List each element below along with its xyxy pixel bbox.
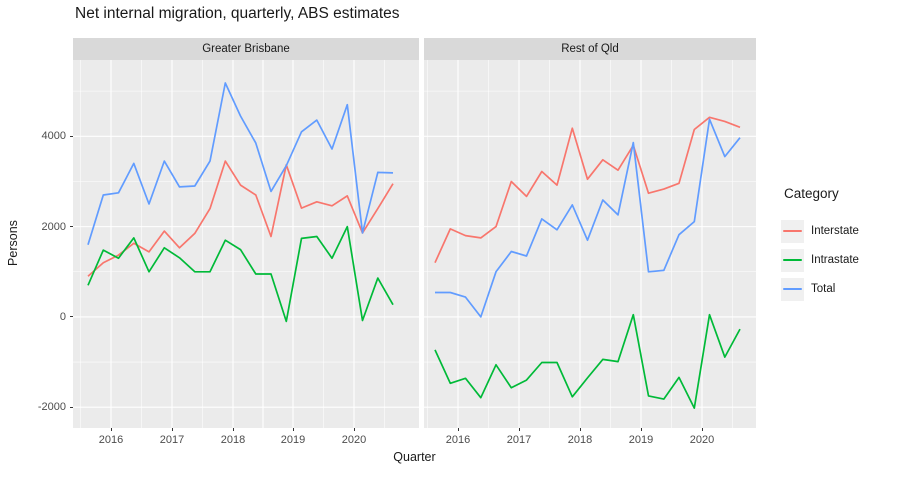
y-tick-label: 2000 xyxy=(41,220,66,233)
x-tick-mark xyxy=(353,428,355,431)
x-tick-label: 2019 xyxy=(280,434,306,446)
y-tick-mark xyxy=(70,226,73,228)
x-tick-label: 2016 xyxy=(445,434,471,446)
x-tick-label: 2019 xyxy=(628,434,654,446)
facet-strip-greater-brisbane: Greater Brisbane xyxy=(73,38,419,60)
series-line-intrastate xyxy=(87,225,394,323)
x-tick-mark xyxy=(292,428,294,431)
legend-line-swatch-total xyxy=(783,288,802,290)
legend-line-swatch-interstate xyxy=(783,230,802,232)
facet-strip-rest-of-qld: Rest of Qld xyxy=(424,38,756,60)
x-tick-label: 2018 xyxy=(567,434,593,446)
y-tick-label: 4000 xyxy=(41,130,66,143)
legend-label-interstate: Interstate xyxy=(811,224,859,237)
x-tick-label: 2017 xyxy=(159,434,185,446)
x-tick-mark xyxy=(232,428,234,431)
y-axis-title: Persons xyxy=(6,220,20,266)
chart-title: Net internal migration, quarterly, ABS e… xyxy=(75,5,400,22)
series-line-interstate xyxy=(87,160,394,277)
x-tick-mark xyxy=(110,428,112,431)
legend-key-interstate xyxy=(781,219,804,243)
x-tick-label: 2020 xyxy=(341,434,367,446)
y-tick-label: -2000 xyxy=(37,401,66,414)
x-tick-label: 2017 xyxy=(506,434,532,446)
series-line-interstate xyxy=(434,116,741,264)
plot-panel-rest-of-qld xyxy=(424,60,756,428)
x-tick-mark xyxy=(171,428,173,431)
x-tick-label: 2016 xyxy=(98,434,124,446)
y-tick-mark xyxy=(70,406,73,408)
x-tick-mark xyxy=(701,428,703,431)
x-tick-label: 2018 xyxy=(220,434,246,446)
x-tick-mark xyxy=(518,428,520,431)
legend-line-swatch-intrastate xyxy=(783,259,802,261)
x-tick-mark xyxy=(457,428,459,431)
facet-plot-svg xyxy=(73,60,419,428)
series-line-total xyxy=(87,82,394,245)
y-tick-label: 0 xyxy=(59,310,66,323)
x-tick-label: 2020 xyxy=(689,434,715,446)
y-tick-mark xyxy=(70,135,73,137)
legend-label-intrastate: Intrastate xyxy=(811,253,859,266)
legend-key-total xyxy=(781,277,804,301)
series-line-intrastate xyxy=(434,313,741,409)
legend-title: Category xyxy=(784,186,839,201)
x-tick-mark xyxy=(579,428,581,431)
legend-label-total: Total xyxy=(811,282,836,295)
facet-plot-svg xyxy=(424,60,756,428)
legend-key-intrastate xyxy=(781,248,804,272)
y-tick-mark xyxy=(70,316,73,318)
x-axis-title: Quarter xyxy=(393,450,436,464)
plot-panel-greater-brisbane xyxy=(73,60,419,428)
x-tick-mark xyxy=(640,428,642,431)
series-line-total xyxy=(435,118,741,318)
